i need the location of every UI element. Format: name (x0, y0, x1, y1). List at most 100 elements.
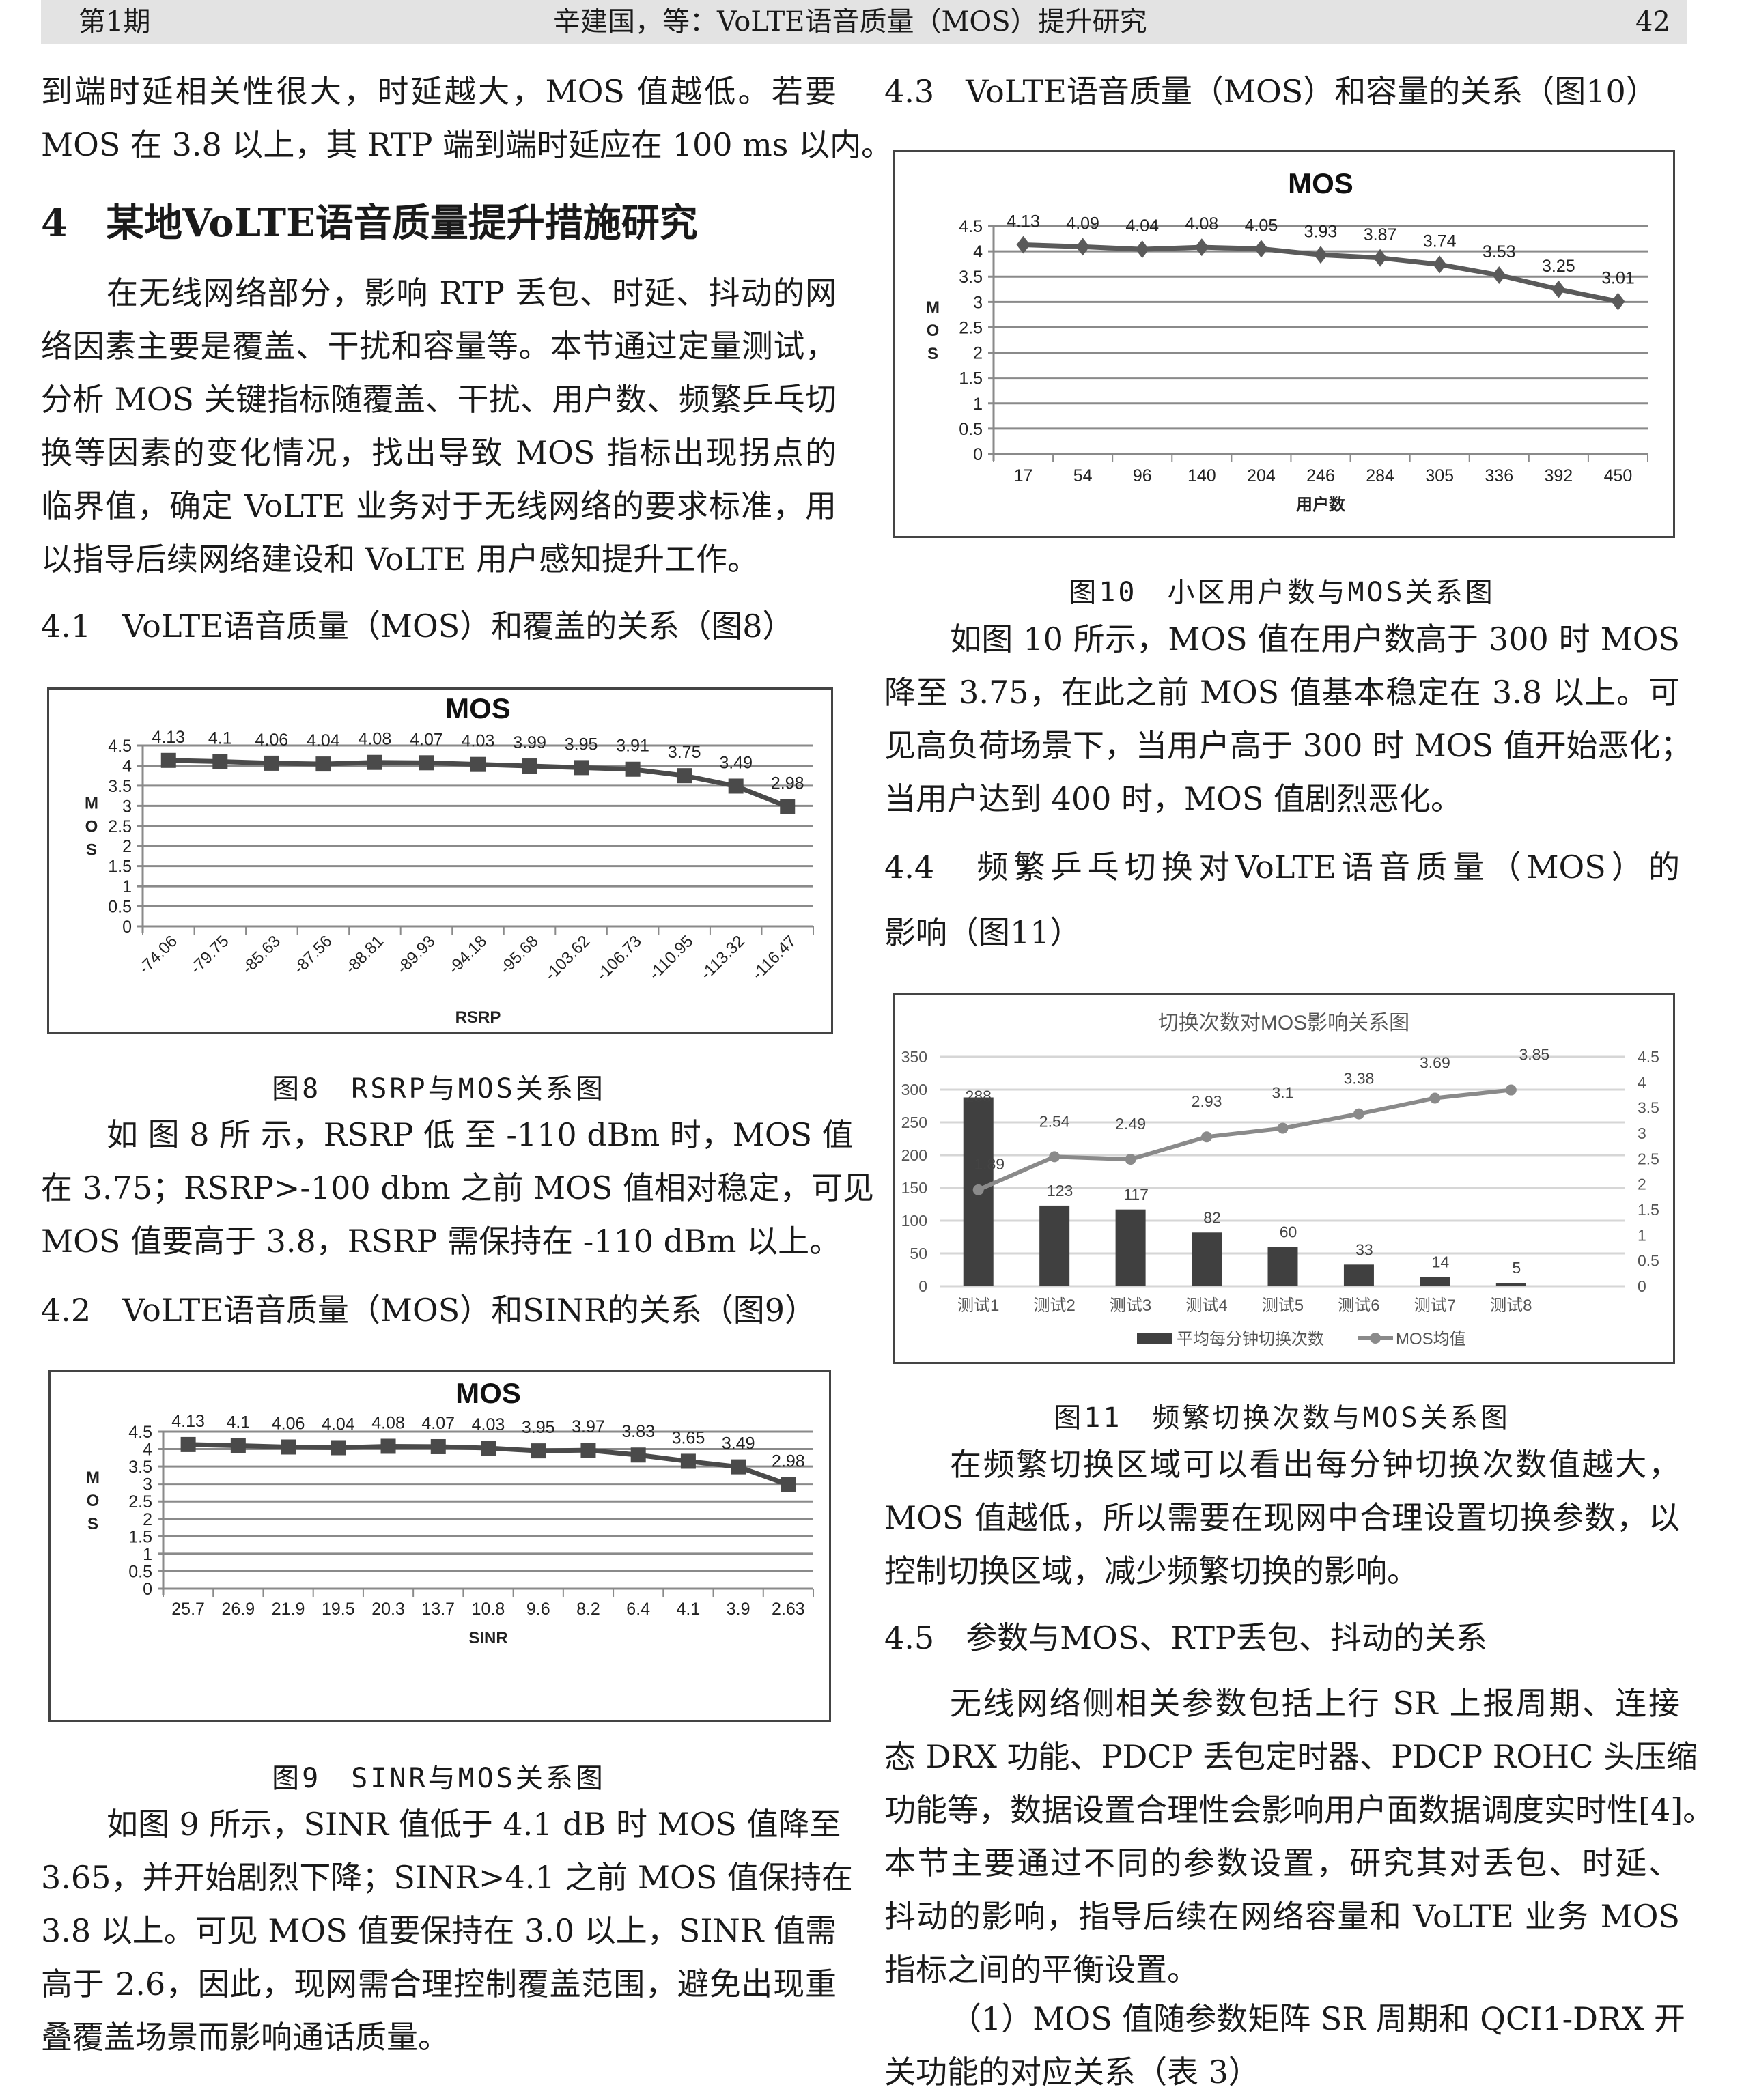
x-tick-label: 450 (1604, 466, 1633, 485)
x-tick-label: 19.5 (322, 1600, 355, 1619)
section-heading-4-3: 4.3 VoLTE语音质量（MOS）和容量的关系（图10） (884, 73, 1657, 110)
data-label: 2.98 (771, 774, 804, 793)
x-tick-label: -110.95 (645, 932, 697, 983)
y-tick-label: 3 (122, 797, 132, 816)
text-line: 功能等，数据设置合理性会影响用户面数据调度实时性[4]。 (884, 1791, 1715, 1828)
right-y-tick-label: 0.5 (1638, 1252, 1659, 1270)
bar (1495, 1283, 1526, 1286)
data-point-marker (331, 1440, 346, 1456)
legend-label-line: MOS均值 (1396, 1330, 1466, 1348)
x-tick-label: -95.68 (496, 932, 542, 978)
data-label: 4.08 (359, 730, 392, 749)
data-label: 3.83 (621, 1422, 655, 1441)
text-line: MOS 值要高于 3.8，RSRP 需保持在 -110 dBm 以上。 (41, 1223, 841, 1260)
x-tick-label: -74.06 (135, 932, 181, 978)
y-tick-label: 1 (143, 1545, 152, 1564)
x-tick-label: 测试4 (1185, 1296, 1227, 1315)
paragraph: 在频繁切换区域可以看出每分钟切换次数值越大， MOS 值越低，所以需要在现网中合理… (884, 1438, 1680, 1598)
chart-svg: 切换次数对MOS影响关系图05010015020025030035000.511… (901, 1012, 1659, 1348)
data-point-marker (1314, 246, 1327, 264)
right-y-tick-label: 1 (1638, 1226, 1646, 1244)
right-y-tick-label: 2 (1638, 1176, 1646, 1193)
data-point-marker (680, 1453, 696, 1469)
section-heading-4-4: 4.4 频繁乒乓切换对VoLTE语音质量（MOS）的 影响（图11） (884, 834, 1680, 965)
right-y-tick-label: 2.5 (1638, 1150, 1659, 1167)
paragraph: 到端时延相关性很大，时延越大，MOS 值越低。若要 MOS 在 3.8 以上，其 … (41, 65, 893, 171)
text-line: 本节主要通过不同的参数设置，研究其对丢包、时延、 (884, 1845, 1680, 1882)
bar-data-label: 82 (1203, 1208, 1221, 1226)
line-data-label: 2.49 (1115, 1115, 1146, 1133)
data-label: 3.01 (1601, 269, 1635, 288)
text-line: 在频繁切换区域可以看出每分钟切换次数值越大， (950, 1446, 1680, 1483)
chart-title: MOS (455, 1377, 521, 1409)
text-line: 指标之间的平衡设置。 (884, 1951, 1198, 1988)
data-point-marker (580, 1443, 596, 1458)
data-label: 3.95 (565, 735, 598, 754)
x-tick-label: 13.7 (421, 1600, 455, 1619)
legend-label-bars: 平均每分钟切换次数 (1177, 1330, 1324, 1348)
x-tick-label: 204 (1247, 466, 1276, 485)
data-point-marker (264, 755, 279, 771)
bar (1039, 1205, 1070, 1286)
text-line: 如图 10 所示，MOS 值在用户数高于 300 时 MOS (950, 621, 1680, 657)
left-y-tick-label: 200 (901, 1146, 927, 1164)
line-point-marker (1201, 1131, 1213, 1143)
y-tick-label: 2 (973, 344, 983, 363)
section-heading-4-1: 4.1 VoLTE语音质量（MOS）和覆盖的关系（图8） (41, 608, 794, 644)
data-label: 4.07 (421, 1414, 455, 1433)
text-line: 以指导后续网络建设和 VoLTE 用户感知提升工作。 (41, 541, 759, 578)
text-line: 抖动的影响，指导后续在网络容量和 VoLTE 业务 MOS (884, 1898, 1680, 1935)
data-point-marker (630, 1447, 646, 1463)
text-line: 高于 2.6，因此，现网需合理控制覆盖范围，避免出现重 (41, 1966, 837, 2002)
text-line: 控制切换区域，减少频繁切换的影响。 (884, 1552, 1418, 1589)
right-y-tick-label: 4 (1638, 1073, 1646, 1091)
section-heading-4: 4 某地VoLTE语音质量提升措施研究 (41, 201, 698, 246)
line-point-marker (972, 1184, 984, 1195)
text-line: 影响（图11） (884, 914, 1082, 951)
chart-title: MOS (445, 692, 511, 724)
data-label: 4.13 (1007, 212, 1040, 231)
bar (1192, 1232, 1222, 1286)
text-line: 络因素主要是覆盖、干扰和容量等。本节通过定量测试， (41, 328, 837, 365)
x-tick-label: -103.62 (542, 932, 594, 984)
section-heading-4-2: 4.2 VoLTE语音质量（MOS）和SINR的关系（图9） (41, 1292, 817, 1329)
data-point-marker (1135, 240, 1149, 259)
text-line: 3.8 以上。可见 MOS 值要保持在 3.0 以上，SINR 值需 (41, 1912, 837, 1949)
x-tick-label: 2.63 (772, 1600, 805, 1619)
data-point-marker (1492, 266, 1506, 284)
line-point-marker (1125, 1154, 1136, 1165)
x-tick-label: 8.2 (576, 1600, 600, 1619)
text-line: 到端时延相关性很大，时延越大，MOS 值越低。若要 (41, 73, 837, 110)
x-tick-label: 96 (1133, 466, 1152, 485)
text-line: 换等因素的变化情况，找出导致 MOS 指标出现拐点的 (41, 434, 837, 471)
data-point-marker (1373, 249, 1388, 267)
x-tick-label: 392 (1545, 466, 1573, 485)
text-line: MOS 值越低，所以需要在现网中合理设置切换参数，以 (884, 1499, 1680, 1536)
right-y-tick-label: 1.5 (1638, 1201, 1659, 1219)
x-axis-title: RSRP (455, 1008, 501, 1027)
y-tick-label: 4 (143, 1441, 152, 1460)
data-point-marker (430, 1438, 446, 1454)
line-data-label: 3.85 (1519, 1046, 1549, 1064)
paragraph: 无线网络侧相关参数包括上行 SR 上报周期、连接态 DRX 功能、PDCP 丢包… (884, 1677, 1715, 1996)
data-point-marker (1016, 236, 1030, 254)
left-y-tick-label: 350 (901, 1048, 927, 1066)
data-point-marker (1551, 280, 1566, 298)
y-tick-label: 3 (143, 1475, 152, 1494)
x-tick-label: 20.3 (371, 1600, 405, 1619)
data-label: 3.53 (1483, 242, 1516, 261)
y-tick-label: 4.5 (128, 1423, 152, 1442)
data-point-marker (281, 1439, 296, 1455)
bar (1267, 1247, 1298, 1286)
x-tick-label: -116.47 (748, 932, 800, 983)
data-point-marker (781, 1477, 796, 1492)
x-tick-label: 54 (1073, 466, 1093, 485)
data-label: 2.98 (772, 1452, 805, 1471)
data-label: 4.04 (322, 1415, 355, 1434)
line-point-marker (1353, 1108, 1364, 1120)
data-label: 4.13 (171, 1412, 205, 1431)
bar-data-label: 60 (1280, 1223, 1297, 1240)
left-y-tick-label: 150 (901, 1179, 927, 1197)
right-y-tick-label: 0 (1638, 1277, 1646, 1295)
x-tick-label: 测试3 (1110, 1296, 1151, 1315)
